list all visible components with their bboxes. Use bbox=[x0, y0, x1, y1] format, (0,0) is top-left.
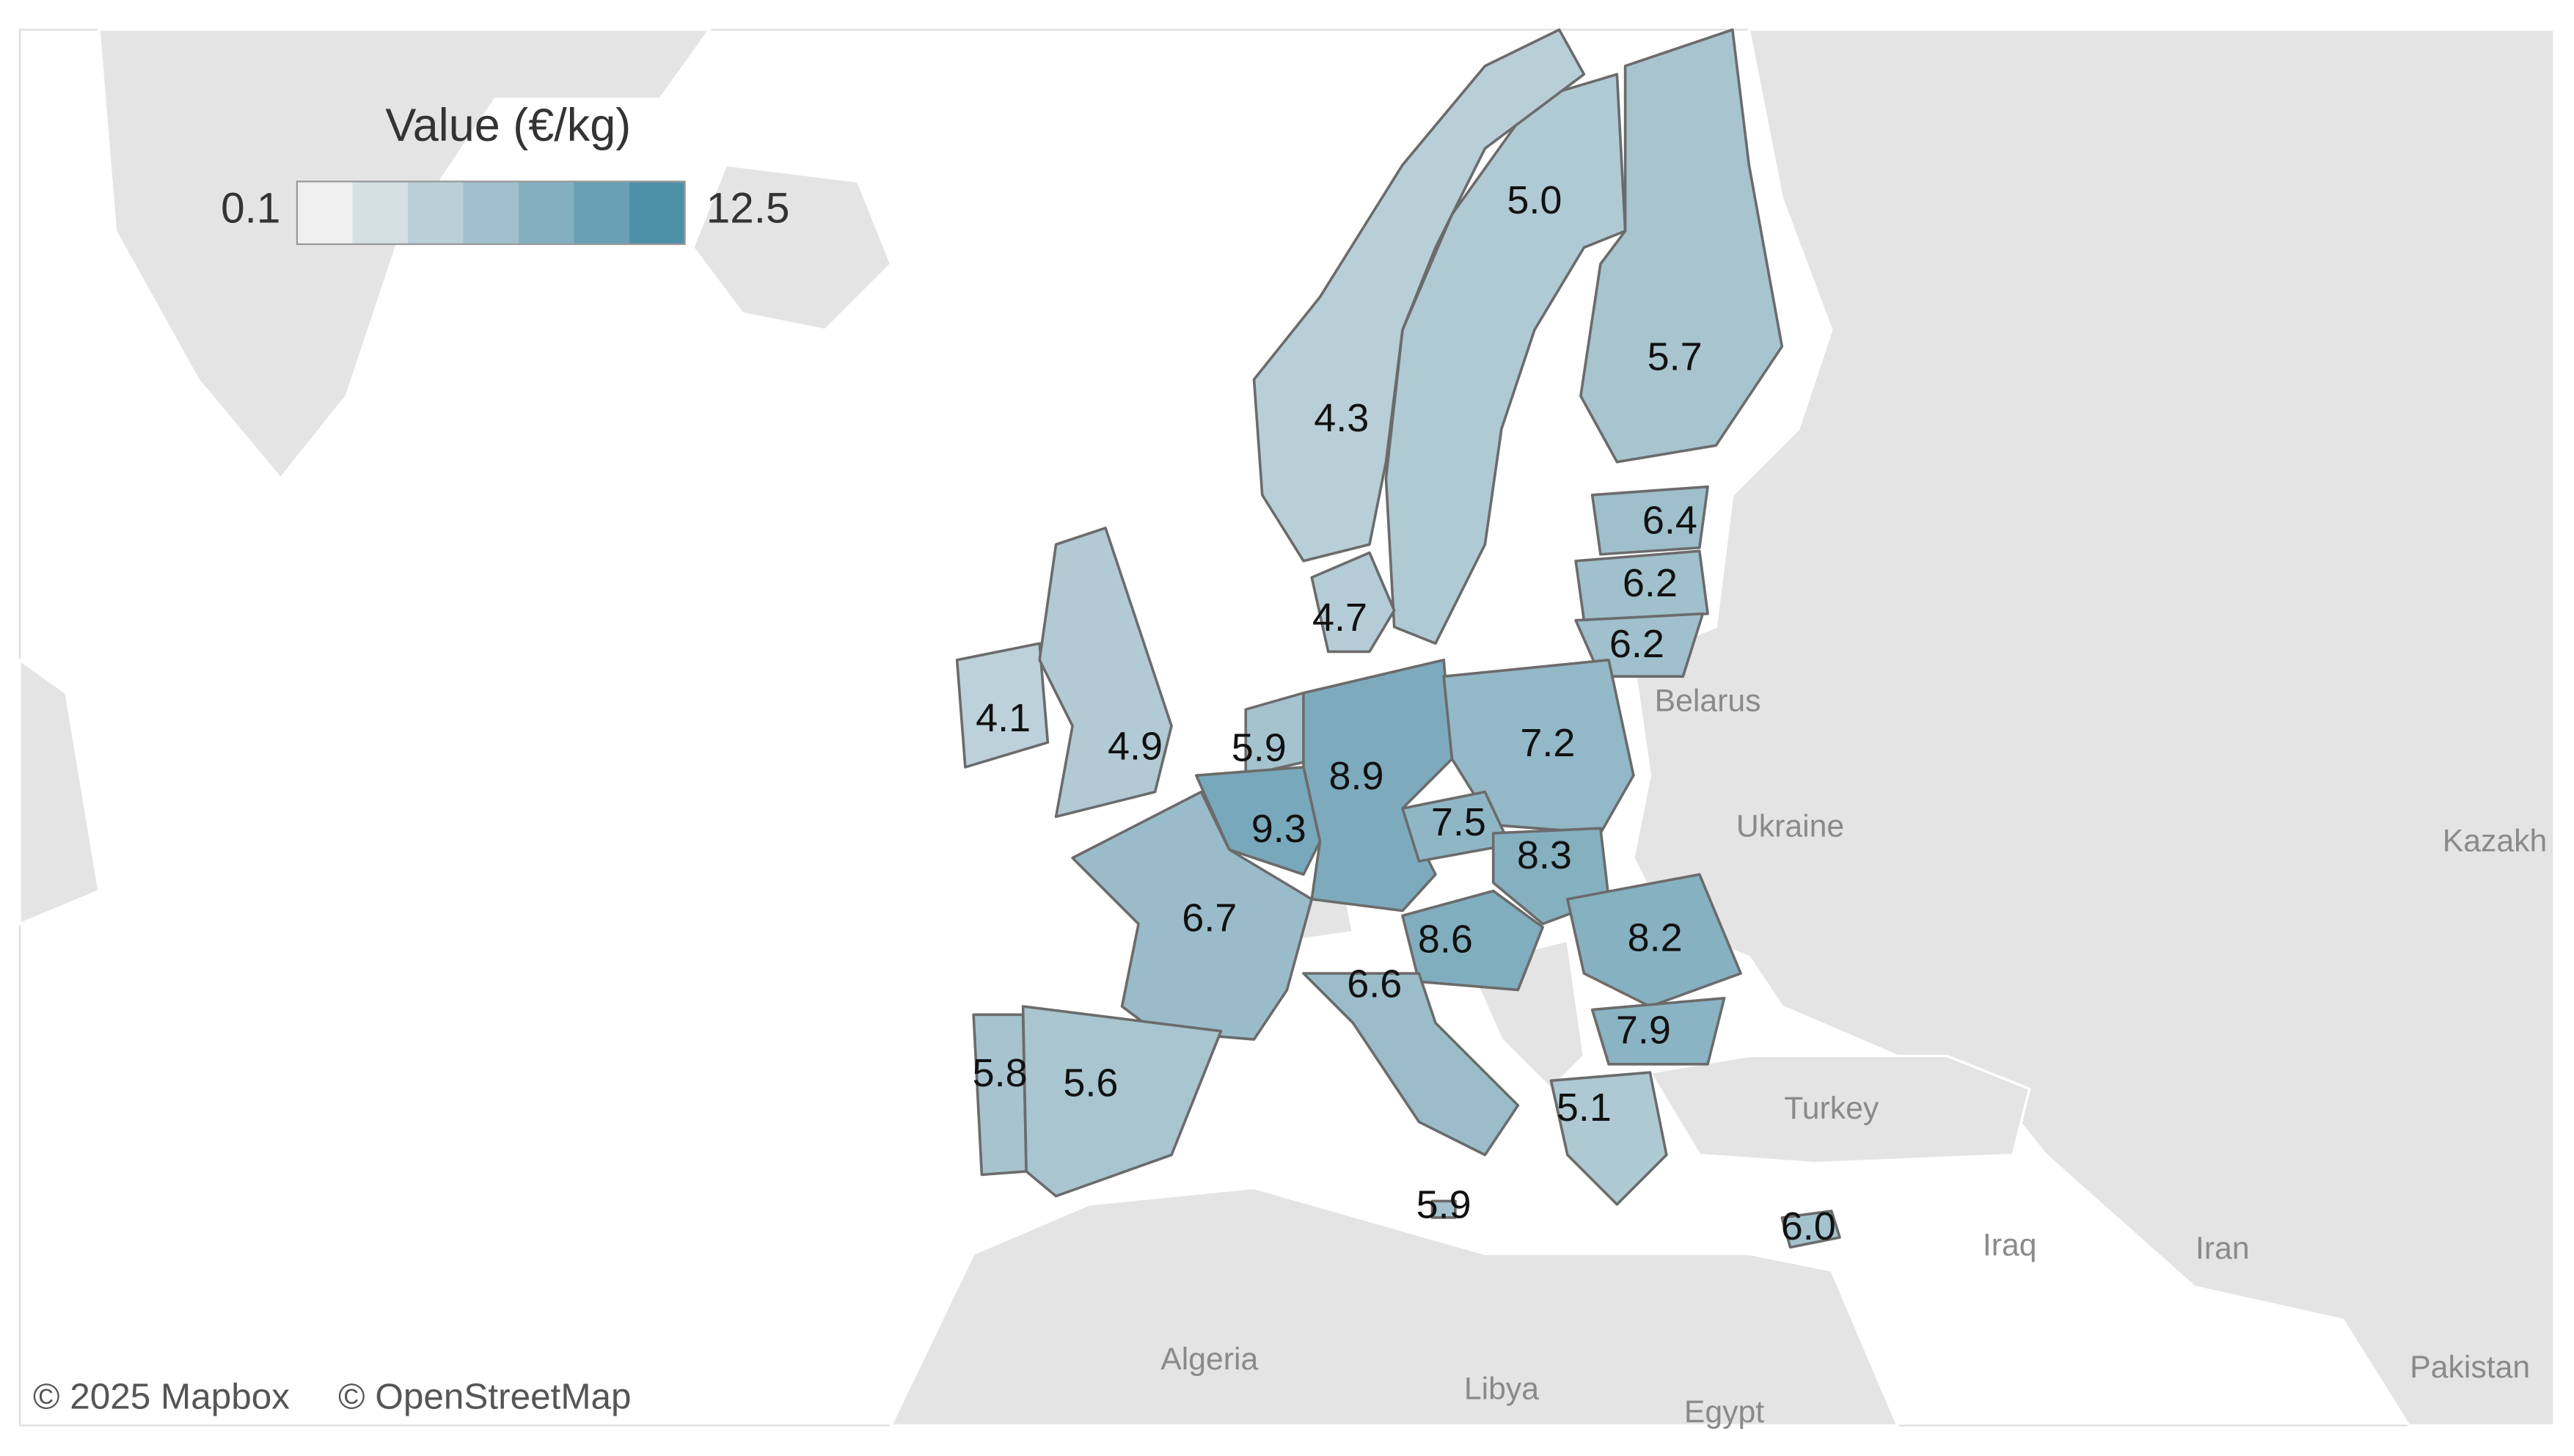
attribution: © 2025 Mapbox bbox=[33, 1376, 290, 1416]
value-label: 5.1 bbox=[1557, 1086, 1612, 1130]
legend-max: 12.5 bbox=[706, 184, 790, 232]
place-label: Pakistan bbox=[2410, 1350, 2530, 1385]
value-label: 9.3 bbox=[1251, 807, 1306, 851]
place-label: Kazakh bbox=[2443, 824, 2548, 859]
value-label: 5.7 bbox=[1648, 335, 1703, 379]
land bbox=[888, 1186, 1900, 1427]
value-label: 6.6 bbox=[1347, 962, 1402, 1006]
region bbox=[1038, 526, 1173, 819]
legend-title: Value (€/kg) bbox=[385, 100, 631, 151]
value-label: 8.6 bbox=[1418, 918, 1473, 962]
region bbox=[1780, 1210, 1841, 1249]
value-label: 6.2 bbox=[1623, 561, 1678, 605]
value-label: 8.2 bbox=[1628, 915, 1683, 959]
value-label: 4.1 bbox=[976, 696, 1031, 740]
region bbox=[1574, 549, 1709, 622]
value-label: 5.0 bbox=[1507, 178, 1562, 222]
place-label: Algeria bbox=[1160, 1342, 1258, 1377]
land bbox=[1648, 1054, 2031, 1165]
value-label: 4.7 bbox=[1312, 596, 1367, 640]
value-label: 8.9 bbox=[1328, 754, 1383, 798]
region bbox=[1252, 28, 1586, 563]
legend-ramp-cell bbox=[407, 181, 464, 244]
region bbox=[1071, 790, 1314, 1041]
value-label: 7.9 bbox=[1616, 1008, 1671, 1052]
legend-ramp-cell bbox=[518, 181, 575, 244]
land bbox=[98, 28, 712, 480]
value-label: 4.3 bbox=[1314, 396, 1369, 440]
region bbox=[1430, 1199, 1457, 1219]
value-label: 5.9 bbox=[1232, 726, 1287, 770]
labels: 5.0 5.7 4.3 6.4 6.2 6.2 4.7 4.1 4.9 5.9 8.9 9.3 7.2 7… bbox=[973, 178, 2548, 1430]
land bbox=[1631, 28, 2556, 1427]
value-label: 4.9 bbox=[1108, 724, 1163, 768]
value-label: 6.2 bbox=[1609, 622, 1664, 666]
legend-ramp-cell bbox=[463, 181, 520, 244]
place-label: Iraq bbox=[1983, 1228, 2037, 1263]
background-land bbox=[18, 28, 2556, 1427]
legend-ramp-cell bbox=[574, 181, 631, 244]
place-label: Egypt bbox=[1684, 1394, 1764, 1430]
value-label: 7.5 bbox=[1431, 800, 1486, 844]
regions bbox=[955, 28, 1841, 1249]
legend-min: 0.1 bbox=[221, 184, 280, 232]
place-label: Iran bbox=[2195, 1231, 2250, 1266]
legend-ramp-cell bbox=[629, 181, 686, 244]
land bbox=[691, 164, 893, 332]
legend-ramp bbox=[296, 181, 686, 244]
region bbox=[1302, 972, 1520, 1157]
region bbox=[1566, 873, 1742, 1008]
region bbox=[1401, 889, 1544, 992]
attribution: © OpenStreetMap bbox=[338, 1376, 631, 1416]
land bbox=[18, 657, 100, 926]
value-label: 5.8 bbox=[973, 1051, 1028, 1095]
place-label: Belarus bbox=[1655, 683, 1761, 718]
place-label: Libya bbox=[1464, 1371, 1539, 1406]
value-label: 6.0 bbox=[1781, 1204, 1836, 1248]
place-label: Ukraine bbox=[1736, 808, 1844, 844]
legend-ramp-frame bbox=[296, 180, 686, 246]
region bbox=[1310, 551, 1396, 654]
region bbox=[1579, 28, 1784, 464]
legend-ramp-cell bbox=[296, 181, 354, 244]
region bbox=[1549, 1071, 1668, 1206]
value-label: 7.2 bbox=[1520, 721, 1575, 765]
legend-ramp-cell bbox=[352, 181, 409, 244]
value-label: 5.9 bbox=[1416, 1183, 1471, 1227]
legend: Value (€/kg) 0.1 12.5 bbox=[221, 100, 790, 246]
value-label: 8.3 bbox=[1517, 833, 1572, 877]
region bbox=[1590, 485, 1709, 556]
region bbox=[955, 642, 1050, 769]
region bbox=[1021, 1005, 1223, 1198]
value-label: 6.4 bbox=[1642, 498, 1697, 542]
value-label: 5.6 bbox=[1063, 1061, 1118, 1105]
value-label: 6.7 bbox=[1182, 896, 1237, 940]
place-label: Turkey bbox=[1784, 1091, 1879, 1126]
region bbox=[1590, 997, 1726, 1066]
